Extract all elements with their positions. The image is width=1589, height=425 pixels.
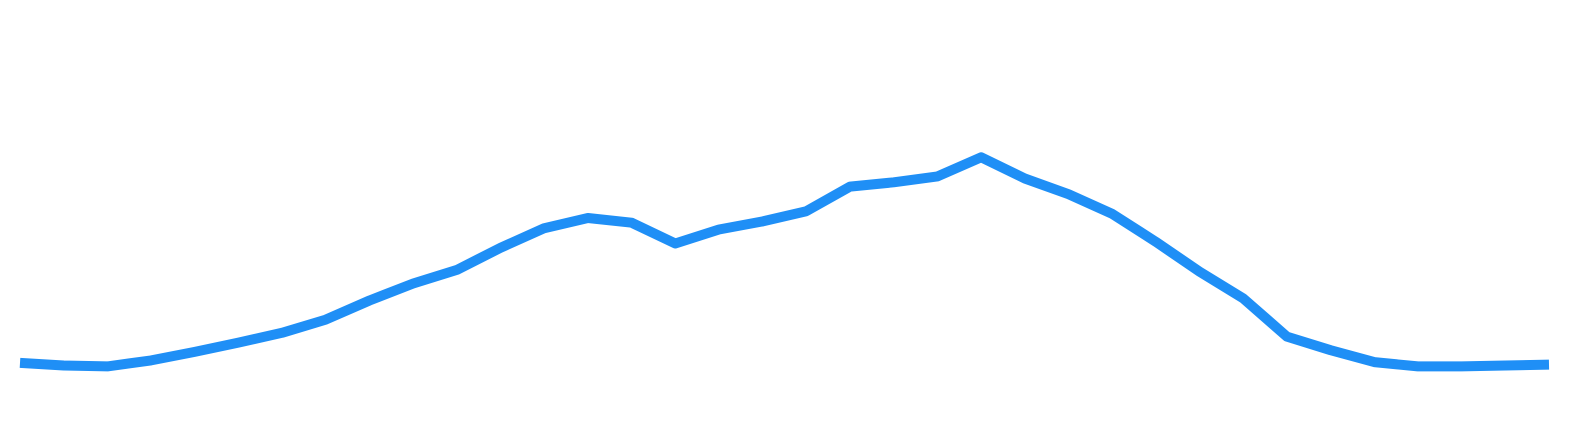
series-layer [19,152,1550,372]
series-line-1 [19,152,1550,372]
